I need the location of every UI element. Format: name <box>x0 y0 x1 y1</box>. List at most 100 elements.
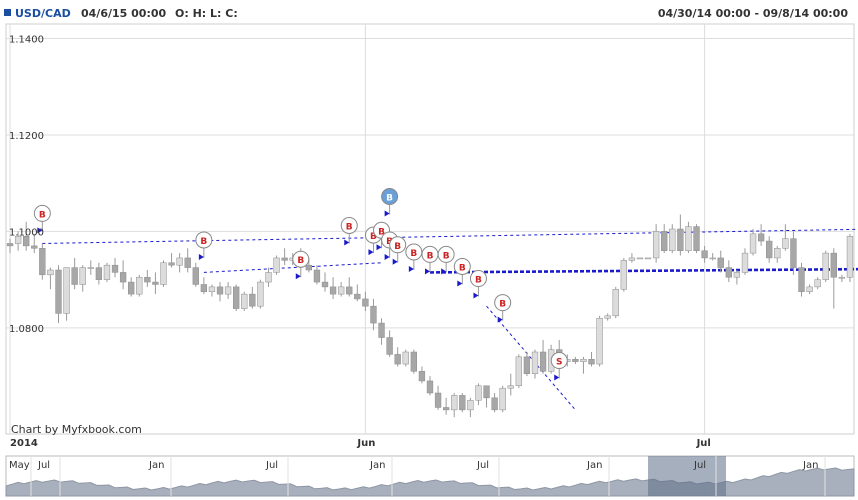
navigator-tick-label: May <box>9 460 30 471</box>
execution-triangle <box>473 292 479 299</box>
candle <box>652 231 660 259</box>
sell-marker-label: S <box>556 358 562 368</box>
execution-triangle <box>344 239 350 246</box>
navigator-selection[interactable] <box>648 456 726 496</box>
candle <box>725 267 732 278</box>
buy-marker[interactable] <box>33 204 51 222</box>
execution-triangle <box>376 244 382 251</box>
candle <box>685 226 692 251</box>
candle <box>346 286 353 295</box>
candle <box>620 260 627 290</box>
execution-triangle <box>425 268 430 275</box>
candle <box>313 269 321 283</box>
candle <box>71 267 78 285</box>
candle <box>39 248 46 276</box>
candle <box>701 250 708 259</box>
buy-marker[interactable] <box>292 250 310 268</box>
buy-marker[interactable] <box>389 236 407 254</box>
candle <box>273 257 280 273</box>
buy-marker-label: B <box>427 251 434 261</box>
candle <box>806 286 813 292</box>
buy-marker[interactable] <box>381 188 399 206</box>
buy-marker[interactable] <box>453 257 471 275</box>
buy-marker-label: B <box>499 300 506 310</box>
buy-marker[interactable] <box>405 243 423 261</box>
candle <box>176 257 183 266</box>
candle <box>628 257 636 261</box>
candle <box>79 267 86 285</box>
candle <box>386 337 393 355</box>
buy-marker-label: B <box>394 242 401 252</box>
candle <box>394 354 401 365</box>
candle <box>249 293 256 307</box>
x-axis: 2014JunJulAugSep <box>10 438 711 449</box>
candle <box>402 351 409 365</box>
buy-marker-label: B <box>297 256 304 266</box>
execution-triangle <box>408 266 414 272</box>
execution-triangle <box>198 253 204 260</box>
candle <box>838 276 846 279</box>
chart-credit: Chart by Myfxbook.com <box>11 423 142 436</box>
candle <box>329 286 337 295</box>
grid <box>5 23 855 435</box>
candle <box>370 305 377 324</box>
candle <box>434 392 442 408</box>
candle <box>717 257 724 268</box>
buy-marker-label: B <box>410 249 417 259</box>
candle <box>507 385 514 389</box>
candle <box>830 252 837 278</box>
buy-marker[interactable] <box>340 216 358 234</box>
ohlc-label: O: H: L: C: <box>175 7 238 20</box>
y-tick-label: 1.1000 <box>9 227 44 238</box>
chart-header: USD/CAD 04/6/15 00:00 O: H: L: C: 04/30/… <box>0 0 858 24</box>
buy-marker[interactable] <box>494 294 512 312</box>
candle <box>491 397 498 411</box>
buy-marker[interactable] <box>469 270 487 288</box>
buy-marker[interactable] <box>195 231 213 249</box>
candle <box>846 235 854 278</box>
candle <box>168 262 175 266</box>
candle <box>790 238 797 268</box>
execution-triangle <box>554 374 560 381</box>
candle <box>572 358 579 362</box>
buy-marker[interactable] <box>437 245 455 263</box>
candle <box>63 267 70 314</box>
candle <box>103 264 111 280</box>
candle <box>362 298 369 307</box>
navigator-tick-label: Jul <box>476 460 489 471</box>
x-tick-label: 2014 <box>10 438 38 449</box>
candle <box>661 231 668 251</box>
candle <box>233 286 240 309</box>
x-tick-label: Jun <box>356 438 375 449</box>
trade-markers[interactable]: BBBBBBBBBBBBBBBBBBBBSS <box>33 188 858 381</box>
navigator-tick-label: Jul <box>693 460 706 471</box>
candle <box>523 356 531 374</box>
candle <box>782 238 789 249</box>
navigator[interactable]: May Jul Jan Jul Jan Jul Jan Jul Jan <box>5 455 855 497</box>
candle <box>822 252 829 280</box>
candle <box>128 281 135 295</box>
execution-triangle <box>37 227 43 234</box>
buy-marker-label: B <box>459 263 466 273</box>
candle <box>451 395 458 411</box>
execution-triangle <box>368 249 374 256</box>
symbol-label: USD/CAD <box>15 7 71 20</box>
candle <box>257 281 264 307</box>
trade-line <box>429 267 858 274</box>
candle <box>95 267 103 280</box>
navigator-tick-label: Jan <box>369 460 385 471</box>
candle <box>55 269 62 314</box>
candle <box>798 267 805 292</box>
execution-triangle <box>384 210 390 217</box>
buy-marker-label: B <box>39 210 46 220</box>
candle <box>733 272 741 278</box>
candle <box>6 243 14 247</box>
buy-marker-label: B <box>370 232 377 242</box>
sell-marker[interactable] <box>550 352 568 370</box>
candle <box>612 289 619 317</box>
navigator-tick-label: Jul <box>265 460 278 471</box>
candle <box>281 257 288 261</box>
execution-triangle <box>497 316 503 323</box>
buy-marker-label: B <box>386 194 393 204</box>
